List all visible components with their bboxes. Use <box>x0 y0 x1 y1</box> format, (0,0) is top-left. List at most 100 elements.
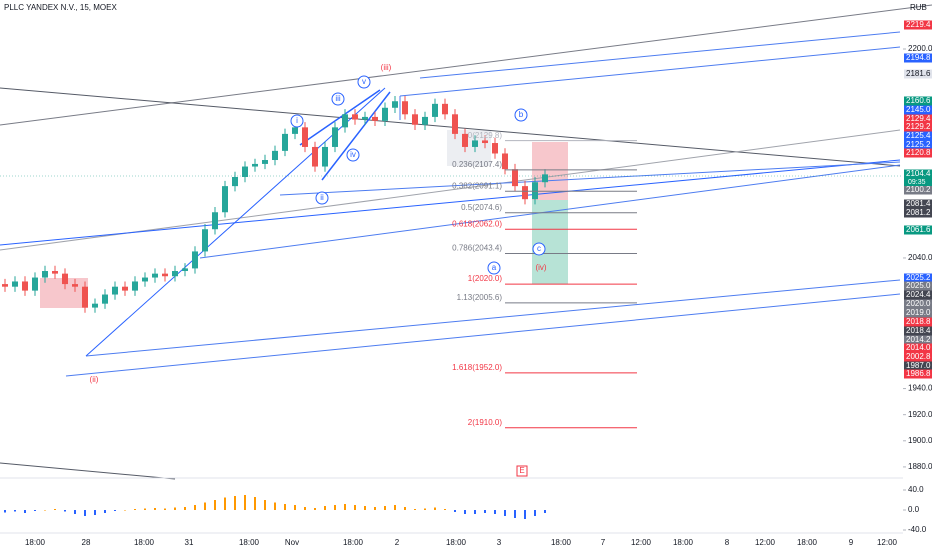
price-tag-label: 2145.0 <box>906 105 931 114</box>
osc-tick-label: -40.0 <box>908 525 927 534</box>
price-tick-label: 1920.0 <box>908 410 932 419</box>
price-tag <box>904 114 932 124</box>
fib-label: 0.786(2043.4) <box>452 244 502 253</box>
trend-line <box>419 31 901 79</box>
time-label: 18:00 <box>446 538 467 547</box>
osc-tick-label: 0.0 <box>908 505 920 514</box>
candle-body <box>42 271 48 278</box>
countdown-bg <box>904 178 932 186</box>
osc-bar <box>274 502 276 510</box>
candle-body <box>2 284 8 287</box>
osc-bar <box>204 502 206 510</box>
price-tag-label: 2129.4 <box>906 114 931 123</box>
candle-body <box>432 103 438 117</box>
candle-body <box>532 182 538 200</box>
osc-bar <box>54 509 56 510</box>
candle-body <box>22 281 28 291</box>
fib-label: 0.382(2091.1) <box>452 181 502 190</box>
candle-body <box>282 133 288 151</box>
osc-bar <box>44 510 46 511</box>
osc-bar <box>64 510 66 512</box>
candle-body <box>192 251 198 269</box>
time-label: 18:00 <box>25 538 46 547</box>
osc-bar <box>224 497 226 510</box>
price-tag <box>904 96 932 106</box>
wave-label: v <box>362 77 366 86</box>
time-label: Nov <box>285 538 299 547</box>
candle-body <box>182 268 188 272</box>
candle-body <box>422 116 428 125</box>
wave-label: i <box>296 116 298 125</box>
time-label: 31 <box>185 538 194 547</box>
wave-circle <box>357 75 371 89</box>
candle-body <box>112 286 118 295</box>
price-tag-label: 2160.6 <box>906 96 931 105</box>
wave-circle <box>514 108 528 122</box>
osc-bar <box>214 500 216 510</box>
osc-bar <box>164 508 166 510</box>
osc-bar <box>244 495 246 510</box>
candle-body <box>222 186 228 213</box>
price-tag-label: 2024.4 <box>906 290 931 299</box>
price-tag-label: 2018.8 <box>906 317 931 326</box>
trend-line <box>0 4 932 126</box>
time-label: 18:00 <box>134 538 155 547</box>
wave-label: a <box>492 263 497 272</box>
price-tag <box>904 290 932 300</box>
price-tag <box>904 105 932 115</box>
price-tag <box>904 208 932 218</box>
candle-body <box>372 116 378 121</box>
trend-line <box>199 164 901 259</box>
price-tick-label: 1940.0 <box>908 384 932 393</box>
wave-label: b <box>519 110 524 119</box>
candle-body <box>492 143 498 154</box>
price-tag <box>904 273 932 283</box>
osc-bar <box>434 507 436 510</box>
trend-line <box>0 129 901 251</box>
osc-bar <box>4 510 6 513</box>
osc-bar <box>414 509 416 510</box>
osc-bar <box>74 510 76 514</box>
osc-tick-label: 40.0 <box>908 485 924 494</box>
osc-bar <box>14 510 16 512</box>
wave-circle <box>331 92 345 106</box>
wave-circle <box>532 242 546 256</box>
fib-label: 1.13(2005.6) <box>457 293 503 302</box>
osc-bar <box>494 510 496 514</box>
time-label: 18:00 <box>239 538 260 547</box>
candle-body <box>312 146 318 167</box>
osc-bar <box>344 504 346 510</box>
candle-body <box>512 169 518 187</box>
fib-label: 0(2129.8) <box>468 131 503 140</box>
candle-body <box>62 273 68 285</box>
e-box <box>516 465 528 477</box>
candle-body <box>152 273 158 278</box>
osc-bar <box>354 505 356 510</box>
osc-bar <box>324 506 326 510</box>
candle-body <box>52 271 58 274</box>
osc-bar <box>484 510 486 513</box>
wave-circle <box>346 148 360 162</box>
osc-bar <box>404 507 406 510</box>
candle-body <box>352 114 358 120</box>
osc-bar <box>254 497 256 510</box>
candle-body <box>232 176 238 187</box>
price-tag <box>904 361 932 371</box>
short-position <box>532 200 568 284</box>
fib-label: 2(1910.0) <box>468 418 503 427</box>
price-tag <box>904 343 932 353</box>
fib-label: 0.618(2062.0) <box>452 219 502 228</box>
wave-label: E <box>519 466 524 475</box>
fib-label: 0.5(2074.6) <box>461 203 502 212</box>
osc-bar <box>174 507 176 510</box>
price-tag <box>904 308 932 318</box>
price-tag <box>904 185 932 195</box>
price-tag-label: 2002.8 <box>906 352 931 361</box>
candle-body <box>82 286 88 308</box>
trend-line <box>0 87 901 167</box>
candle-body <box>412 114 418 125</box>
wave-label: iv <box>350 150 356 159</box>
osc-bar <box>374 507 376 510</box>
osc-bar <box>34 510 36 511</box>
price-tag-label: 2194.8 <box>906 53 931 62</box>
